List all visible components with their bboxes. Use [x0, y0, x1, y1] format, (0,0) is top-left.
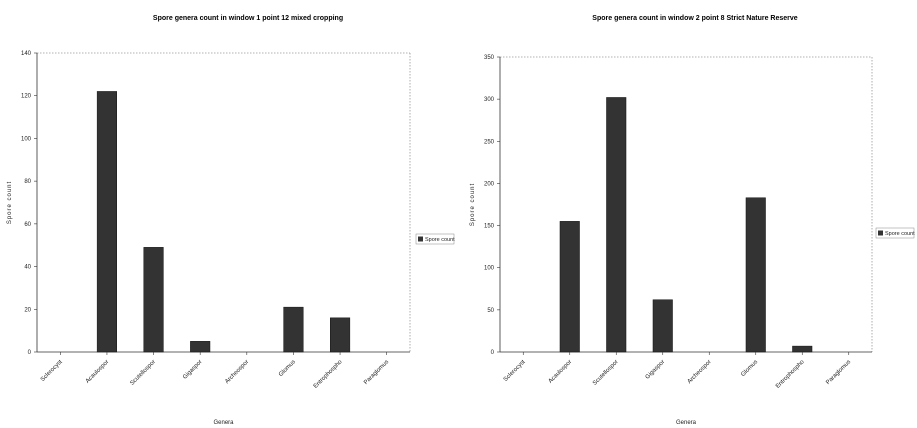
bar-acaulospor: [559, 221, 580, 353]
x-tick-label: Gigaspor: [645, 359, 666, 380]
y-axis-label: Spore count: [470, 183, 476, 226]
chart-title: Spore genera count in window 2 point 8 S…: [592, 15, 797, 22]
y-axis-label: Spore count: [7, 181, 13, 224]
bar-glomus: [283, 306, 304, 353]
legend-box: [415, 233, 455, 245]
y-tick-label: 0: [491, 350, 495, 356]
bar-gigaspor: [190, 341, 211, 353]
bar-glomus: [745, 197, 766, 353]
y-tick-label: 50: [487, 308, 494, 314]
legend-swatch: [878, 230, 883, 236]
y-tick-label: 200: [484, 181, 495, 187]
bar-entrophospho: [330, 317, 351, 353]
x-tick-label: Archeospor: [224, 359, 250, 385]
x-tick-label: Acaulospor: [85, 359, 110, 384]
x-tick-label: Scutellospor: [592, 359, 620, 387]
y-tick-label: 120: [21, 94, 32, 100]
bar-gigaspor: [652, 299, 673, 353]
legend-box: [875, 227, 915, 239]
x-tick-label: Acaulospor: [548, 359, 573, 384]
x-tick-label: Archeospor: [687, 359, 713, 385]
x-tick-label: Sclerocyst: [40, 359, 64, 383]
y-tick-label: 140: [21, 51, 32, 57]
x-axis-label: Genera: [676, 420, 697, 426]
bar-entrophospho: [792, 345, 813, 353]
y-tick-label: 60: [24, 222, 31, 228]
x-tick-label: Paraglomus: [363, 359, 390, 386]
y-tick-label: 300: [484, 97, 495, 103]
legend-label: Spore count: [425, 237, 455, 243]
legend: Spore count: [875, 227, 915, 239]
y-tick-label: 250: [484, 139, 495, 145]
legend: Spore count: [415, 233, 455, 245]
y-tick-label: 100: [484, 266, 495, 272]
x-tick-label: Glomus: [278, 359, 297, 378]
y-tick-label: 350: [484, 55, 495, 61]
chart-2: Spore genera count in window 2 point 8 S…: [470, 15, 915, 426]
x-tick-label: Glomus: [740, 359, 759, 378]
y-tick-label: 0: [28, 350, 32, 356]
x-tick-label: Gigaspor: [182, 359, 203, 380]
x-tick-label: Scutellospor: [129, 359, 157, 387]
x-tick-label: Paraglomus: [825, 359, 852, 386]
bar-scutellospor: [143, 247, 164, 353]
x-tick-label: Entrophospho: [313, 359, 344, 390]
y-tick-label: 100: [21, 136, 32, 142]
chart-title: Spore genera count in window 1 point 12 …: [153, 15, 343, 22]
y-tick-label: 40: [24, 265, 31, 271]
legend-label: Spore count: [885, 231, 915, 237]
bar-scutellospor: [606, 97, 627, 353]
y-tick-label: 20: [24, 307, 31, 313]
x-tick-label: Sclerocyst: [503, 359, 527, 383]
y-tick-label: 80: [24, 179, 31, 185]
x-tick-label: Entrophospho: [775, 359, 806, 390]
x-axis-label: Genera: [213, 420, 234, 426]
bar-acaulospor: [96, 91, 117, 353]
chart-1: Spore genera count in window 1 point 12 …: [7, 15, 455, 426]
y-tick-label: 150: [484, 224, 495, 230]
legend-swatch: [418, 236, 423, 242]
